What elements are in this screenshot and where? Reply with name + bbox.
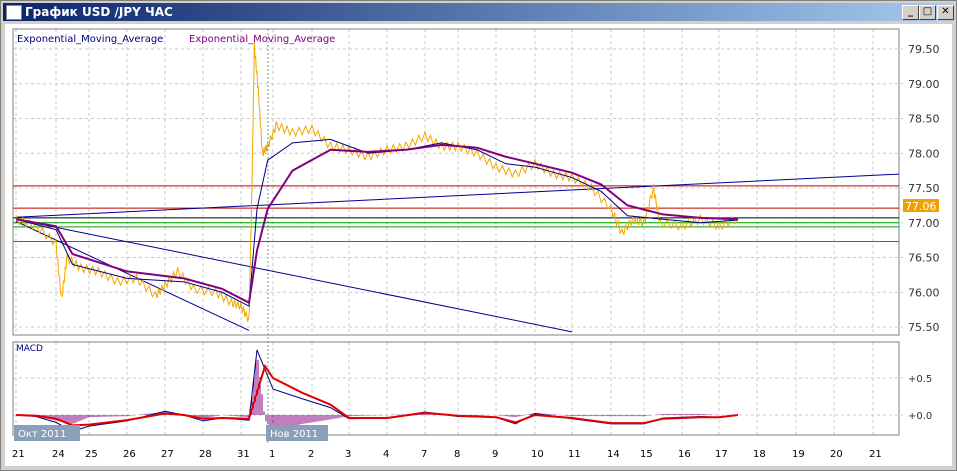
x-tick-label: 17 [715,449,728,460]
minimize-button[interactable]: _ [902,5,919,20]
x-tick-label: 24 [52,449,65,460]
macd-y-tick-label: +0.0 [908,411,932,422]
y-tick-label: 77.50 [908,182,940,195]
y-tick-label: 78.50 [908,113,940,126]
month-label-nov: Нов 2011 [270,429,318,440]
x-tick-label: 11 [568,449,581,460]
current-price-badge [903,199,939,212]
ema_fast-line [15,138,739,307]
macd-y-tick-label: +0.5 [908,374,932,385]
x-tick-label: 25 [85,449,98,460]
x-tick-label: 16 [678,449,691,460]
y-tick-label: 79.50 [908,43,940,56]
macd-plot-frame [12,341,900,436]
x-tick-label: 31 [237,449,250,460]
x-tick-label: 14 [607,449,620,460]
x-tick-label: 19 [792,449,805,460]
close-button[interactable]: ✕ [937,5,954,20]
trend-line [15,173,900,218]
y-tick-label: 76.00 [908,286,940,299]
macd-label: MACD [16,344,43,354]
trend-line [15,220,250,331]
x-tick-label: 7 [421,449,427,460]
month-label-oct: Окт 2011 [18,429,66,440]
chart-app-icon [6,5,22,20]
signal-line [15,363,739,427]
y-tick-label: 78.00 [908,147,940,160]
x-tick-label: 26 [123,449,136,460]
main-plot-frame [12,28,900,336]
maximize-button[interactable]: □ [919,5,936,20]
x-tick-label: 9 [492,449,498,460]
month-label-nov-bg [266,425,328,441]
x-tick-label: 18 [753,449,766,460]
chart-area[interactable]: Exponential_Moving_Average Exponential_M… [5,24,952,466]
y-tick-label: 79.00 [908,78,940,91]
macd-line [15,349,739,432]
x-tick-label: 15 [640,449,653,460]
current-price-label: 77.06 [905,200,937,213]
title-bar[interactable]: График USD /JPY ЧАС _ □ ✕ [3,3,954,21]
window-title: График USD /JPY ЧАС [25,5,173,19]
y-tick-label: 75.50 [908,321,940,334]
price-line [15,41,739,322]
chart-svg[interactable]: Exponential_Moving_Average Exponential_M… [5,24,952,466]
x-tick-label: 28 [199,449,212,460]
x-tick-label: 27 [161,449,174,460]
y-tick-label: 76.50 [908,252,940,265]
x-tick-label: 8 [454,449,460,460]
x-tick-label: 10 [531,449,544,460]
x-tick-label: 4 [383,449,389,460]
ema_slow-line [15,143,739,305]
x-tick-label: 1 [269,449,275,460]
x-tick-label: 3 [345,449,351,460]
x-tick-label: 21 [869,449,882,460]
x-tick-label: 21 [12,449,25,460]
x-tick-label: 20 [830,449,843,460]
legend-ema-slow: Exponential_Moving_Average [189,34,335,45]
trend-line [15,218,573,333]
x-tick-label: 2 [308,449,314,460]
month-label-oct-bg [14,425,80,441]
legend-ema-fast: Exponential_Moving_Average [17,34,163,45]
y-tick-label: 77.00 [908,217,940,230]
